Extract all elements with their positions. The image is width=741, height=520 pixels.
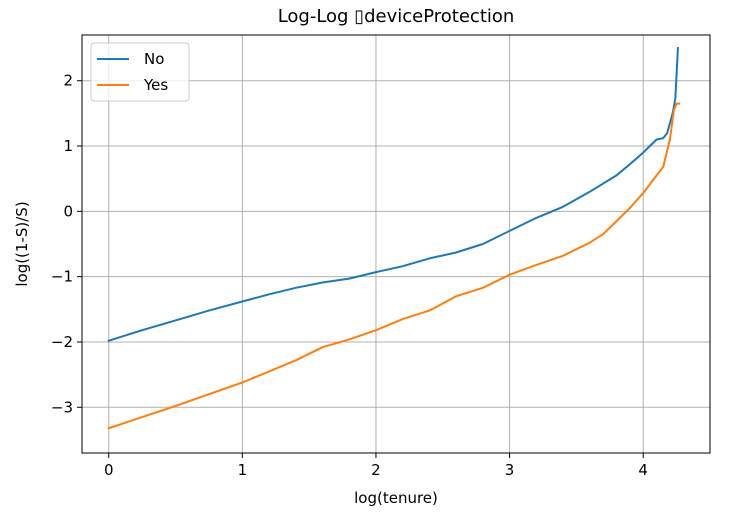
series-layer	[107, 47, 681, 430]
x-axis-label: log(tenure)	[354, 489, 438, 507]
legend-label-no: No	[144, 50, 164, 68]
y-tick-label: 2	[63, 72, 73, 90]
legend-label-yes: Yes	[143, 76, 168, 94]
plot-frame	[81, 34, 711, 454]
series-line-no	[107, 47, 679, 342]
y-tick-label: −1	[51, 268, 73, 286]
y-tick-label: 1	[63, 137, 73, 155]
x-tick-label: 0	[104, 461, 114, 479]
chart-title: Log-Log ▯deviceProtection	[278, 6, 515, 27]
x-tick-label: 1	[238, 461, 248, 479]
series-line-yes	[107, 102, 681, 430]
y-tick-label: −3	[51, 398, 73, 416]
y-axis: −3 −2 −1 0 1 2	[51, 72, 82, 416]
x-tick-label: 4	[638, 461, 648, 479]
y-axis-label: log((1-S)/S)	[13, 201, 31, 286]
legend-box	[90, 42, 190, 102]
legend: No Yes	[90, 42, 190, 102]
x-tick-label: 2	[371, 461, 381, 479]
y-tick-label: 0	[63, 202, 73, 220]
y-tick-label: −2	[51, 333, 73, 351]
x-tick-label: 3	[505, 461, 515, 479]
x-axis: 0 1 2 3 4	[104, 453, 648, 479]
